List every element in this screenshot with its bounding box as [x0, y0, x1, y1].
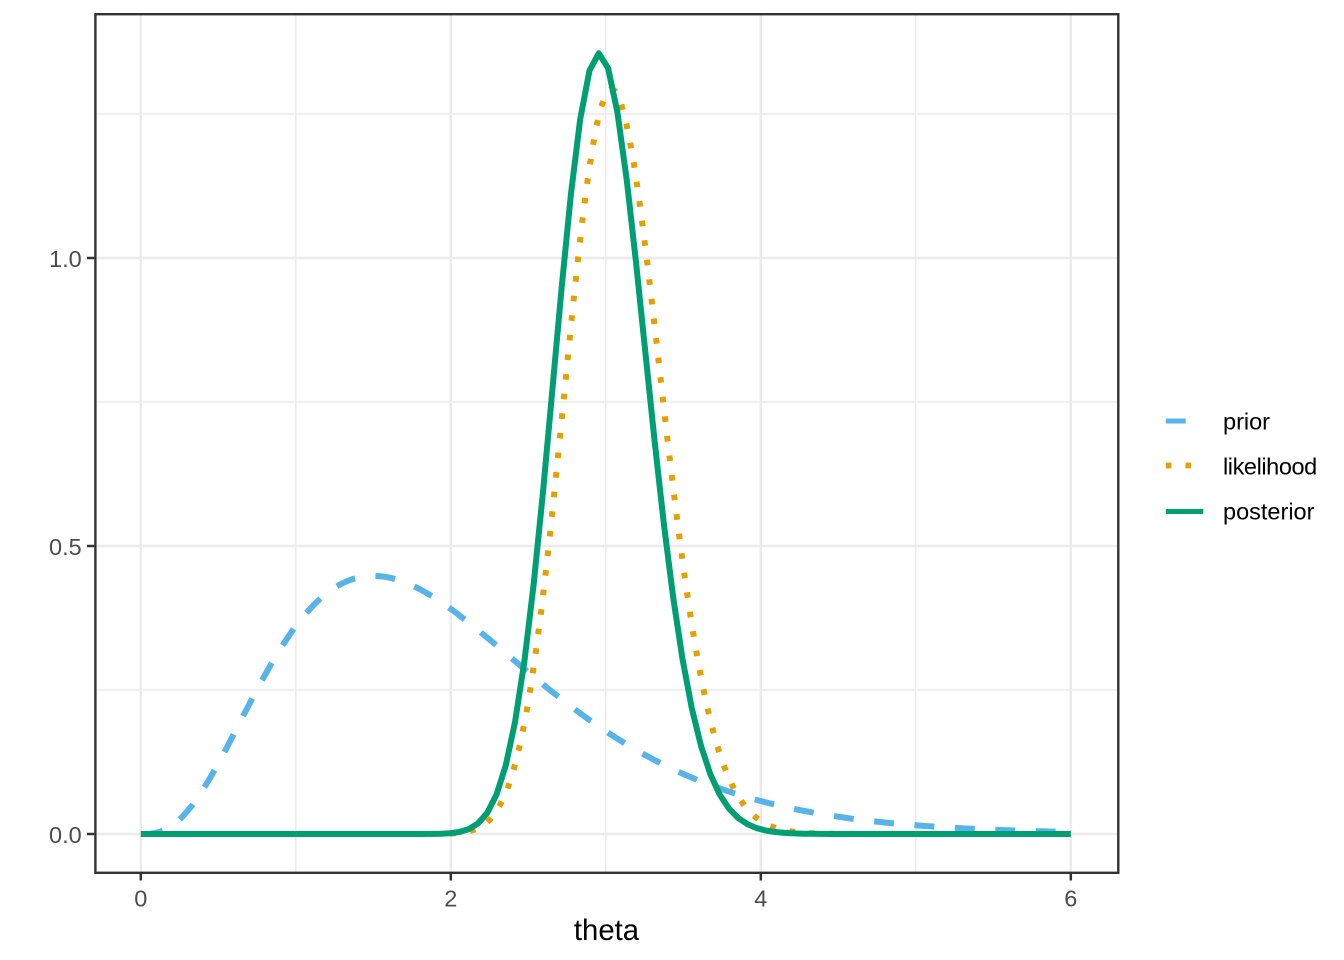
svg-text:6: 6 — [1064, 886, 1077, 912]
svg-text:1.0: 1.0 — [49, 246, 82, 272]
svg-text:theta: theta — [574, 914, 640, 947]
svg-text:4: 4 — [754, 886, 767, 912]
svg-text:0.5: 0.5 — [49, 534, 82, 560]
svg-text:0.0: 0.0 — [49, 822, 82, 848]
svg-text:0: 0 — [134, 886, 147, 912]
svg-text:likelihood: likelihood — [1223, 454, 1317, 480]
svg-text:prior: prior — [1223, 409, 1270, 435]
svg-text:2: 2 — [444, 886, 457, 912]
svg-text:posterior: posterior — [1223, 499, 1315, 525]
